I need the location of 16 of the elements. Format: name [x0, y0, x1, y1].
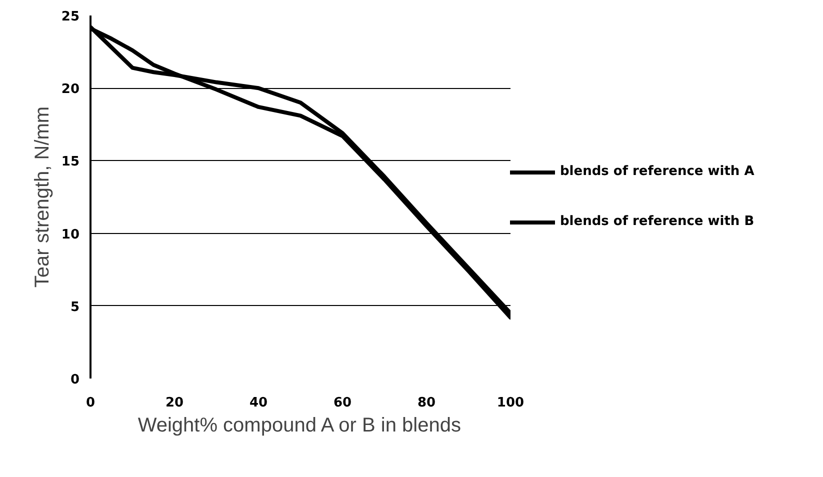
- legend-label: blends of reference with A: [560, 164, 754, 179]
- x-tick-label: 40: [249, 396, 268, 410]
- x-axis-title: Weight% compound A or B in blends: [138, 414, 461, 436]
- y-tick-label: 15: [61, 154, 80, 170]
- x-tick-label: 60: [333, 396, 352, 410]
- x-tick-label: 100: [496, 396, 524, 410]
- y-tick-label: 25: [61, 10, 80, 24]
- y-tick-label: 10: [61, 227, 80, 242]
- y-tick-label: 0: [70, 372, 80, 388]
- y-axis-title: Tear strength, N/mm: [31, 106, 54, 288]
- x-tick-label: 20: [165, 396, 184, 410]
- y-tick-label: 5: [70, 300, 80, 315]
- x-tick-label: 0: [86, 396, 96, 410]
- legend-label: blends of reference with B: [560, 214, 754, 229]
- y-tick-label: 20: [61, 82, 80, 98]
- x-tick-label: 80: [417, 396, 436, 410]
